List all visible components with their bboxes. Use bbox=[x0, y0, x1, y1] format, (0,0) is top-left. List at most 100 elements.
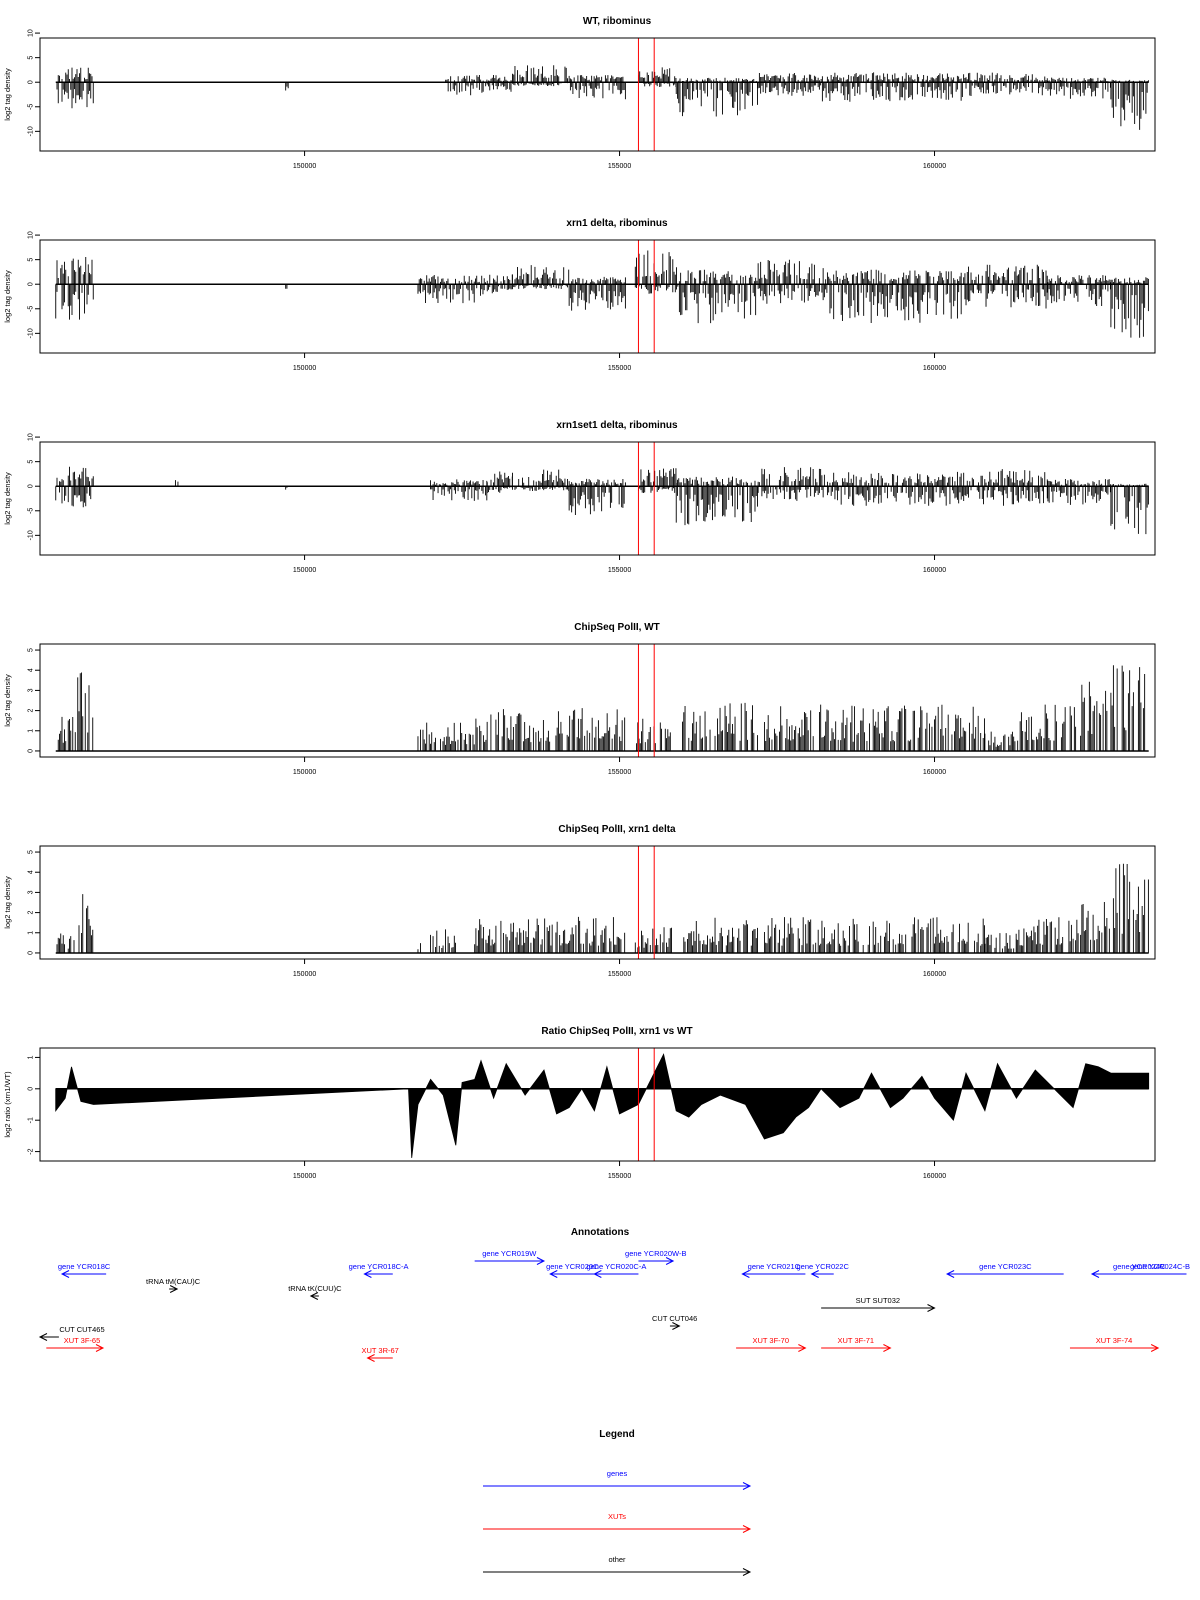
y-tick-label: 10 bbox=[27, 231, 34, 239]
signal-bars bbox=[55, 1053, 1150, 1158]
annotation-feature: gene YCR018C bbox=[58, 1262, 111, 1278]
annotation-arrowhead bbox=[946, 1270, 955, 1278]
annotation-feature: XUT 3F-74 bbox=[1069, 1336, 1160, 1352]
legend-title: Legend bbox=[599, 1429, 635, 1440]
annotation-label: gene YCR024C-B bbox=[1130, 1262, 1190, 1271]
annotation-label: gene YCR018C bbox=[58, 1262, 111, 1271]
y-tick-label: -5 bbox=[27, 306, 34, 312]
y-tick-label: -10 bbox=[27, 328, 34, 338]
annotation-arrowhead bbox=[38, 1333, 48, 1341]
annotation-arrowhead bbox=[60, 1270, 70, 1278]
annotation-arrowhead bbox=[672, 1322, 681, 1330]
chart-title: Ratio ChipSeq PolII, xrn1 vs WT bbox=[541, 1026, 692, 1037]
y-ticks: 10 5 0 -5 -10 bbox=[27, 231, 40, 338]
signal-spikes bbox=[55, 466, 1149, 535]
chart-panel-6: Ratio ChipSeq PolII, xrn1 vs WT log2 rati… bbox=[3, 1026, 1156, 1180]
annotation-label: XUT 3R-67 bbox=[361, 1346, 398, 1355]
annotation-arrowhead bbox=[95, 1344, 105, 1352]
chart-title: ChipSeq PolII, xrn1 delta bbox=[558, 824, 676, 835]
x-tick-label: 155000 bbox=[608, 1173, 631, 1180]
y-tick-label: 1 bbox=[27, 1055, 34, 1059]
x-tick-label: 160000 bbox=[923, 769, 946, 776]
annotation-label: tRNA tM(CAU)C bbox=[146, 1277, 201, 1286]
x-tick-label: 160000 bbox=[923, 1173, 946, 1180]
plot-frame bbox=[39, 239, 1156, 354]
annotation-feature: gene YCR020C bbox=[546, 1262, 599, 1278]
x-tick-label: 150000 bbox=[293, 769, 316, 776]
signal-bars bbox=[55, 250, 1149, 338]
annotation-arrowhead bbox=[1150, 1344, 1160, 1352]
y-tick-label: 1 bbox=[27, 729, 34, 733]
annotation-arrowhead bbox=[366, 1354, 375, 1362]
annotation-label: gene YCR020W-B bbox=[625, 1249, 686, 1258]
y-tick-label: 2 bbox=[27, 911, 34, 915]
y-tick-label: 1 bbox=[27, 931, 34, 935]
y-axis-label: log2 ratio (xrn1/WT) bbox=[3, 1071, 12, 1138]
annotation-feature: CUT CUT046 bbox=[652, 1314, 697, 1330]
y-tick-label: -1 bbox=[27, 1117, 34, 1123]
chart-panel-1: WT, ribominus log2 tag density 10 5 0 -5 -10 15… bbox=[3, 16, 1156, 170]
annotation-arrowhead bbox=[798, 1344, 807, 1352]
y-tick-label: 0 bbox=[27, 484, 34, 488]
legend-item: other bbox=[483, 1555, 752, 1576]
legend-arrowhead bbox=[742, 1482, 752, 1490]
annotation-label: CUT CUT046 bbox=[652, 1314, 697, 1323]
signal-spikes bbox=[55, 250, 1149, 338]
annotation-feature: gene YCR024C-B bbox=[1130, 1262, 1190, 1271]
y-tick-label: 5 bbox=[27, 56, 34, 60]
annotation-feature: tRNA tK(CUU)C bbox=[288, 1284, 342, 1300]
signal-bars bbox=[57, 665, 1146, 751]
x-ticks: 150000 155000 160000 bbox=[293, 555, 946, 574]
annotation-label: XUT 3F-65 bbox=[64, 1336, 101, 1345]
annotation-feature: gene YCR020C-A bbox=[586, 1262, 646, 1278]
y-ticks: 1 0 -1 -2 bbox=[27, 1055, 40, 1155]
annotation-label: gene YCR019W bbox=[482, 1249, 537, 1258]
plot-frame bbox=[39, 441, 1156, 556]
annotation-feature: gene YCR021C bbox=[741, 1262, 806, 1278]
y-tick-label: 5 bbox=[27, 258, 34, 262]
chart-panel-4: ChipSeq PolII, WT log2 tag density 5 4 3 2 1 0 1… bbox=[3, 622, 1156, 776]
y-ticks: 5 4 3 2 1 0 bbox=[27, 648, 40, 753]
annotation-arrowhead bbox=[169, 1285, 179, 1293]
x-tick-label: 160000 bbox=[923, 365, 946, 372]
annotation-feature: CUT CUT465 bbox=[38, 1325, 105, 1341]
y-tick-label: -5 bbox=[27, 508, 34, 514]
y-axis-label: log2 tag density bbox=[3, 876, 12, 929]
y-tick-label: 3 bbox=[27, 890, 34, 894]
y-axis-label: log2 tag density bbox=[3, 68, 12, 121]
annotation-feature: gene YCR020W-B bbox=[625, 1249, 686, 1265]
y-tick-label: 5 bbox=[27, 648, 34, 652]
plot-frame bbox=[39, 643, 1156, 758]
annotation-arrowhead bbox=[665, 1257, 675, 1265]
annotation-arrowhead bbox=[927, 1304, 936, 1312]
annotation-label: CUT CUT465 bbox=[59, 1325, 104, 1334]
annotation-arrowhead bbox=[883, 1344, 892, 1352]
legend-label: other bbox=[608, 1555, 626, 1564]
x-tick-label: 150000 bbox=[293, 1173, 316, 1180]
y-tick-label: 10 bbox=[27, 433, 34, 441]
annotation-arrowhead bbox=[536, 1257, 546, 1265]
x-ticks: 150000 155000 160000 bbox=[293, 353, 946, 372]
y-tick-label: 2 bbox=[27, 709, 34, 713]
x-ticks: 150000 155000 160000 bbox=[293, 151, 946, 170]
plot-frame bbox=[39, 1047, 1156, 1162]
annotation-feature: tRNA tM(CAU)C bbox=[146, 1277, 201, 1293]
legend-arrowhead bbox=[742, 1568, 752, 1576]
x-tick-label: 160000 bbox=[923, 163, 946, 170]
y-axis-label: log2 tag density bbox=[3, 674, 12, 727]
annotation-label: SUT SUT032 bbox=[856, 1296, 900, 1305]
legend-label: genes bbox=[607, 1469, 628, 1478]
annotation-feature: XUT 3R-67 bbox=[361, 1346, 399, 1362]
y-tick-label: 0 bbox=[27, 282, 34, 286]
x-ticks: 150000 155000 160000 bbox=[293, 757, 946, 776]
y-tick-label: -10 bbox=[27, 530, 34, 540]
x-tick-label: 155000 bbox=[608, 567, 631, 574]
annotation-feature: gene YCR022C bbox=[797, 1262, 849, 1278]
chart-title: xrn1 delta, ribominus bbox=[566, 218, 668, 229]
annotation-arrowhead bbox=[593, 1270, 602, 1278]
x-tick-label: 150000 bbox=[293, 567, 316, 574]
plot-frame bbox=[39, 37, 1156, 152]
y-tick-label: 0 bbox=[27, 1087, 34, 1091]
annotation-label: XUT 3F-74 bbox=[1096, 1336, 1133, 1345]
